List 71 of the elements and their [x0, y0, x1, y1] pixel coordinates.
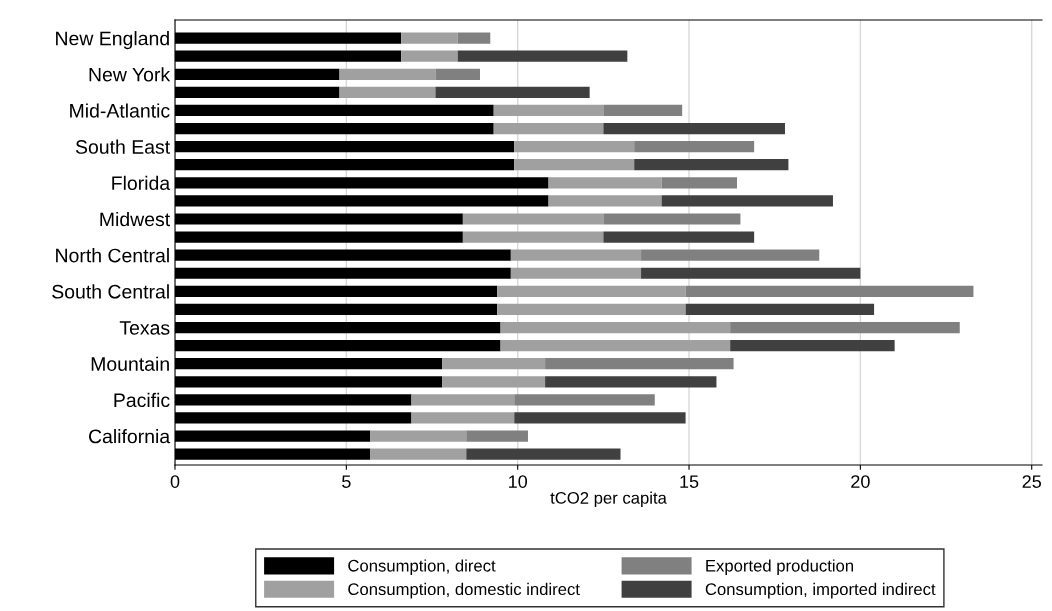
bar [545, 358, 734, 370]
y-tick-label: New England [56, 31, 169, 50]
x-tick-label: 25 [1022, 475, 1041, 488]
bar [339, 86, 436, 98]
bar [634, 141, 755, 153]
y-tick-label: New York [89, 67, 171, 82]
bar [603, 122, 785, 135]
bar [661, 177, 738, 189]
legend-label: Consumption, imported indirect [705, 582, 936, 599]
bar [493, 122, 604, 135]
bar [514, 159, 635, 171]
y-tick-label: Florida [112, 175, 171, 191]
bar [730, 340, 895, 352]
legend-label: Exported production [706, 559, 854, 575]
bar [370, 430, 467, 442]
bar [466, 430, 528, 442]
x-tick-label: 5 [342, 475, 351, 488]
x-axis-title: tCO2 per capita [550, 491, 667, 508]
bar [500, 340, 731, 352]
bar [634, 159, 789, 171]
bar [466, 448, 621, 460]
bar [685, 303, 875, 316]
bar [603, 231, 755, 243]
bar [370, 448, 467, 460]
bar [514, 412, 686, 424]
bar [514, 394, 655, 406]
y-tick-label: South Central [52, 284, 169, 299]
bar [442, 358, 546, 370]
y-tick-label: California [88, 429, 171, 444]
bar [510, 267, 642, 279]
bar [411, 394, 515, 406]
y-tick-label: South East [75, 139, 170, 154]
y-tick-label: Pacific [114, 392, 170, 408]
bar [548, 177, 662, 189]
y-tick-label: Mountain [91, 356, 169, 371]
bar [685, 285, 974, 297]
bar [462, 231, 604, 243]
bar [457, 32, 491, 44]
bar [548, 195, 662, 207]
bar [339, 68, 436, 80]
legend-label: Consumption, direct [348, 559, 496, 575]
bar [661, 195, 833, 207]
bar [435, 86, 590, 98]
x-tick-label: 15 [680, 475, 699, 488]
bar [641, 267, 861, 279]
legend-label: Consumption, domestic indirect [348, 582, 580, 599]
bar [457, 50, 628, 62]
y-tick-label: Midwest [100, 211, 170, 227]
bar [497, 285, 686, 297]
x-tick-label: 0 [170, 475, 180, 488]
bar [401, 32, 458, 44]
bar [411, 412, 515, 424]
bar [435, 68, 480, 80]
bar [641, 249, 820, 261]
bar [510, 249, 642, 261]
bar [497, 303, 686, 316]
y-tick-label: Texas [119, 321, 170, 335]
bar [603, 213, 741, 225]
bar [730, 321, 960, 334]
bar [442, 376, 546, 388]
bar [401, 50, 458, 62]
bar [500, 321, 731, 334]
bar [462, 213, 604, 225]
bar [493, 104, 604, 117]
x-tick-label: 20 [851, 475, 870, 488]
bar [545, 376, 717, 388]
bar [514, 141, 635, 153]
bar [603, 104, 683, 117]
y-tick-label: Mid-Atlantic [70, 103, 170, 118]
x-tick-label: 10 [509, 475, 528, 488]
y-tick-label: North Central [56, 248, 169, 263]
